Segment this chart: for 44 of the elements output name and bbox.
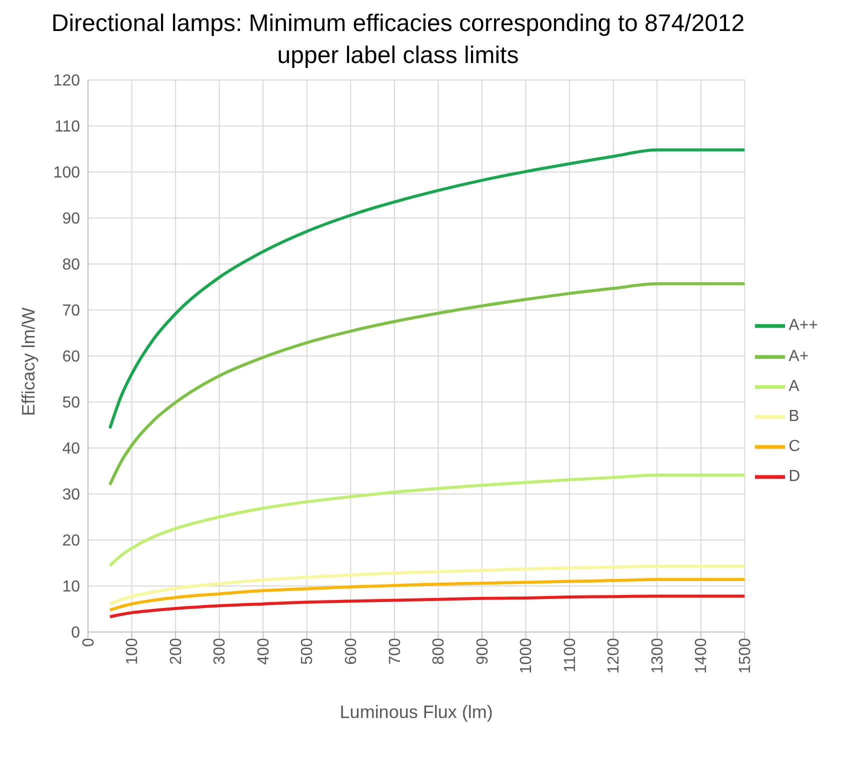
x-tick-label: 0 [80,638,98,647]
line-series [108,474,745,568]
legend-label: C [788,438,800,456]
y-tick-label: 90 [62,210,80,228]
x-axis-title: Luminous Flux (lm) [340,702,493,722]
legend-label: D [788,468,800,486]
x-tick-label: 1000 [518,638,536,674]
y-axis-title: Efficacy lm/W [18,307,38,416]
y-tick-label: 0 [71,624,80,642]
y-tick-label: 30 [62,486,80,504]
x-tick-label: 300 [212,638,229,665]
x-tick-label: 600 [343,638,360,665]
y-tick-label: 100 [53,164,80,182]
x-tick-label: 1100 [562,638,579,672]
y-tick-label: 50 [62,394,80,412]
x-tick-label: 100 [124,638,142,665]
line-series [108,564,745,606]
legend-label: B [788,408,800,426]
x-tick-label: 1300 [649,638,666,674]
y-tick-label: 40 [62,440,80,458]
y-tick-label: 10 [62,578,80,596]
y-tick-label: 20 [62,532,80,550]
line-series [108,148,745,430]
x-tick-label: 1200 [606,638,623,674]
x-tick-label: 900 [474,638,492,665]
x-tick-label: 200 [168,638,185,665]
chart-title: Directional lamps: Minimum efficacies corresponding to 874/2012 upper label class limits [50,9,746,71]
y-tick-label: 60 [62,348,80,366]
y-tick-label: 70 [62,302,80,320]
x-tick-label: 400 [255,638,272,665]
x-tick-label: 1500 [737,638,754,674]
y-tick-label: 110 [54,118,80,136]
x-tick-label: 700 [386,638,404,665]
legend-label: A+ [788,348,809,365]
legend-label: A++ [788,318,818,335]
x-tick-label: 500 [299,638,316,665]
x-tick-label: 1400 [693,638,710,674]
line-series [108,578,745,612]
x-tick-label: 800 [430,638,448,665]
y-tick-label: 120 [53,72,80,90]
line-series [108,594,745,618]
line-series [108,282,745,486]
legend-label: A [788,378,800,395]
y-tick-label: 80 [62,256,80,274]
